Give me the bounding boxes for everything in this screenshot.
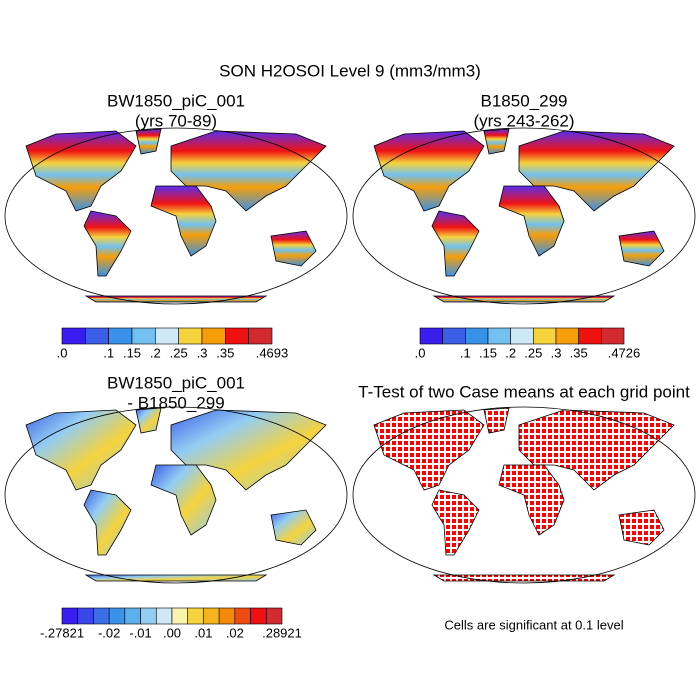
colorbar-box (265, 607, 283, 625)
colorbar-box (61, 327, 86, 345)
colorbar-box (203, 607, 220, 625)
colorbar-box (108, 327, 133, 345)
colorbar-label: .2 (150, 345, 161, 360)
colorbar-box (578, 327, 602, 345)
colorbar-label: .2 (505, 345, 516, 360)
colorbar-label: -.02 (98, 625, 120, 640)
colorbar-box (61, 607, 79, 625)
colorbar-box (225, 327, 249, 345)
colorbar-box (250, 607, 267, 625)
colorbar-label: .35 (216, 345, 234, 360)
colorbar-label: .1 (103, 345, 114, 360)
colorbar-label: .25 (170, 345, 188, 360)
colorbar-box (108, 607, 126, 625)
colorbar-box (93, 607, 110, 625)
colorbar-box (178, 327, 203, 345)
map-frame (4, 406, 348, 584)
colorbar-label: .4693 (256, 345, 289, 360)
colorbar-label: .35 (570, 345, 588, 360)
colorbar-label: .3 (551, 345, 562, 360)
colorbar-label: .00 (163, 625, 181, 640)
colorbar-box (171, 607, 189, 625)
colorbar-box (140, 607, 157, 625)
panel-title: (yrs 70-89) (135, 111, 217, 130)
panel-title: (yrs 243-262) (473, 111, 574, 130)
colorbar-box (442, 327, 466, 345)
colorbar-box (85, 327, 109, 345)
colorbar-label: .25 (524, 345, 542, 360)
map (4, 127, 348, 305)
land (373, 128, 675, 303)
panel-title: BW1850_piC_001 (107, 91, 245, 110)
map (4, 406, 348, 584)
colorbar-label: -.01 (129, 625, 151, 640)
land (25, 128, 327, 303)
colorbar-label: .4726 (608, 345, 641, 360)
colorbar-label: .15 (123, 345, 141, 360)
colorbar-label: -.27821 (40, 625, 84, 640)
colorbar-box (533, 327, 557, 345)
colorbar-box (218, 607, 236, 625)
colorbar-label: .02 (226, 625, 244, 640)
colorbar-box (201, 327, 226, 345)
colorbar-box (187, 607, 204, 625)
note: Cells are significant at 0.1 level (444, 617, 623, 632)
map-frame (352, 406, 696, 584)
colorbar-box (124, 607, 141, 625)
colorbar-label: .0 (57, 345, 68, 360)
colorbar-box (77, 607, 94, 625)
colorbar-box (555, 327, 579, 345)
colorbar-box (131, 327, 156, 345)
panel-title: T-Test of two Case means at each grid po… (358, 382, 690, 401)
colorbar-box (155, 607, 173, 625)
colorbar-label: .3 (197, 345, 208, 360)
colorbar-label: .1 (460, 345, 471, 360)
colorbar-box (234, 607, 251, 625)
colorbar-label: .0 (415, 345, 426, 360)
colorbar-box (248, 327, 273, 345)
panel-title: BW1850_piC_001 (107, 373, 245, 392)
colorbar-label: .01 (194, 625, 212, 640)
panel-title: B1850_299 (481, 91, 568, 110)
map (352, 127, 696, 305)
colorbar-box (510, 327, 534, 345)
colorbar-box (465, 327, 489, 345)
land (373, 407, 675, 582)
figure-title: SON H2OSOI Level 9 (mm3/mm3) (219, 61, 481, 80)
land (25, 407, 327, 582)
colorbar-box (155, 327, 179, 345)
colorbar-box (601, 327, 625, 345)
map-frame (352, 127, 696, 305)
colorbar-label: .28921 (262, 625, 302, 640)
map (352, 406, 696, 584)
map-frame (4, 127, 348, 305)
colorbar-label: .15 (479, 345, 497, 360)
colorbar-box (419, 327, 443, 345)
colorbar-box (487, 327, 511, 345)
